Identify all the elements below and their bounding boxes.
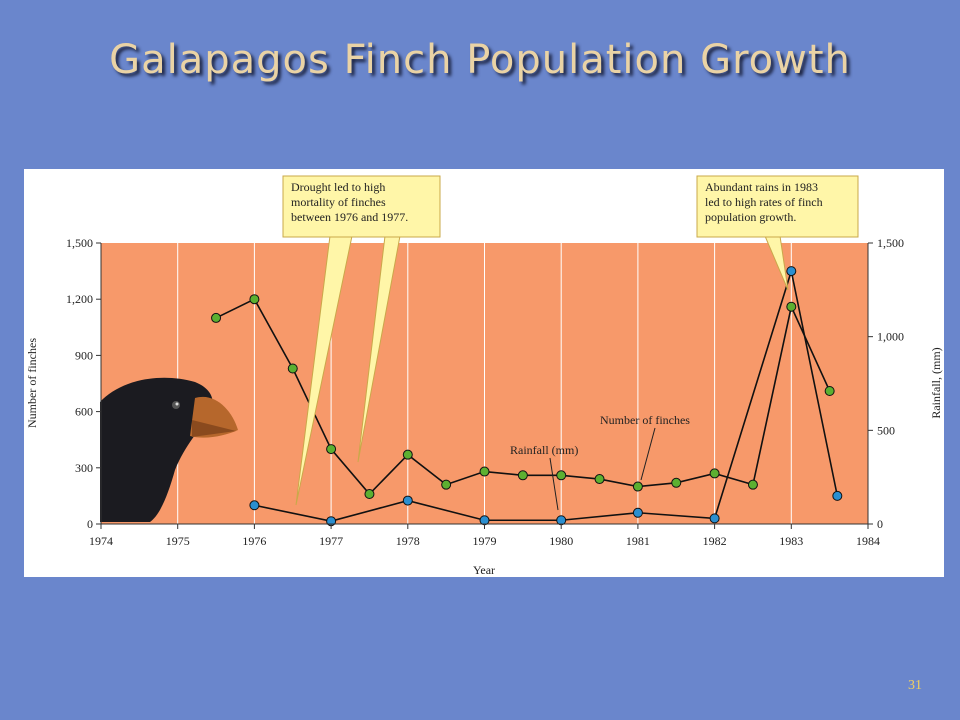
series-label: Number of finches [600, 413, 690, 427]
callout-text: between 1976 and 1977. [291, 210, 408, 224]
finch-illustration [100, 377, 238, 522]
y2-tick-label: 1,000 [877, 330, 904, 344]
slide-number: 31 [908, 678, 922, 693]
data-point [824, 385, 835, 396]
x-tick-label: 1978 [396, 534, 420, 548]
leader-line [640, 427, 656, 481]
slide-title: Galapagos Finch Population Growth [109, 37, 851, 83]
data-point [326, 444, 337, 455]
x-tick-label: 1982 [703, 534, 727, 548]
data-point [287, 363, 298, 374]
callout-1 [282, 175, 441, 506]
data-point [517, 470, 528, 481]
data-point [671, 477, 682, 488]
data-point [249, 294, 260, 305]
y-tick-label: 300 [75, 461, 93, 475]
data-point [479, 515, 490, 526]
callout-text: Drought led to high [291, 180, 385, 194]
callout-2 [696, 175, 859, 291]
x-tick-label: 1981 [626, 534, 650, 548]
x-tick-label: 1979 [473, 534, 497, 548]
data-point [249, 500, 260, 511]
x-tick-label: 1976 [242, 534, 266, 548]
x-tick-label: 1975 [166, 534, 190, 548]
data-point [632, 481, 643, 492]
callout-text: mortality of finches [291, 195, 386, 209]
callout-text: Abundant rains in 1983 [705, 180, 818, 194]
data-point [594, 474, 605, 485]
y2-tick-label: 0 [877, 517, 883, 531]
data-point [556, 470, 567, 481]
x-tick-label: 1980 [549, 534, 573, 548]
data-point [709, 513, 720, 524]
x-tick-label: 1977 [319, 534, 343, 548]
y-tick-label: 1,500 [66, 236, 93, 250]
x-tick-label: 1974 [89, 534, 113, 548]
data-point [211, 312, 222, 323]
data-point [747, 479, 758, 490]
y-tick-label: 900 [75, 348, 93, 362]
y-tick-label: 0 [87, 517, 93, 531]
y-tick-label: 1,200 [66, 292, 93, 306]
y2-tick-label: 500 [877, 423, 895, 437]
x-tick-label: 1984 [856, 534, 880, 548]
x-axis-label: Year [473, 563, 495, 577]
series-label: Rainfall (mm) [510, 443, 578, 457]
data-point [441, 479, 452, 490]
callout-text: led to high rates of finch [705, 195, 823, 209]
data-point [556, 515, 567, 526]
data-point [632, 507, 643, 518]
y-tick-label: 600 [75, 405, 93, 419]
leader-line [549, 457, 559, 511]
data-point [786, 266, 797, 277]
y2-axis-label: Rainfall, (mm) [929, 347, 943, 418]
data-point [479, 466, 490, 477]
y-axis-label: Number of finches [25, 338, 39, 428]
y2-tick-label: 1,500 [877, 236, 904, 250]
data-point [709, 468, 720, 479]
callout-text: population growth. [705, 210, 796, 224]
data-point [364, 489, 375, 500]
data-point [402, 449, 413, 460]
data-point [786, 301, 797, 312]
data-point [832, 490, 843, 501]
x-tick-label: 1983 [779, 534, 803, 548]
data-point [402, 495, 413, 506]
